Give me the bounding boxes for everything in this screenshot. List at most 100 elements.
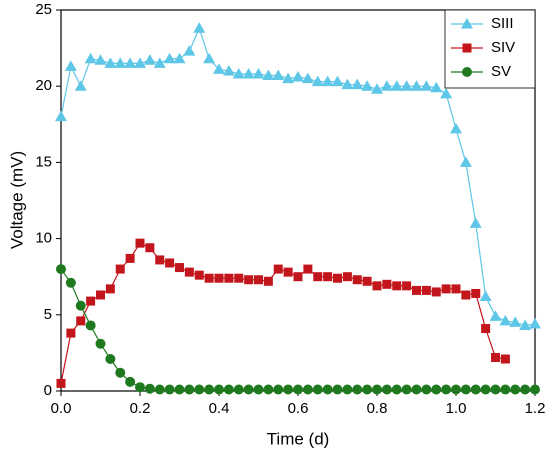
data-point bbox=[431, 384, 442, 395]
data-point bbox=[332, 384, 343, 395]
data-point bbox=[450, 122, 462, 134]
data-point bbox=[243, 384, 254, 395]
data-point bbox=[174, 384, 185, 395]
data-point bbox=[530, 384, 540, 395]
data-point bbox=[293, 384, 303, 395]
data-point bbox=[460, 384, 471, 395]
data-point bbox=[164, 384, 175, 395]
data-point bbox=[145, 243, 155, 253]
data-point bbox=[104, 57, 117, 68]
y-tick-label: 25 bbox=[35, 1, 52, 18]
series-line bbox=[60, 242, 506, 384]
data-point bbox=[203, 52, 216, 64]
data-point bbox=[489, 310, 502, 321]
x-tick-label: 1.0 bbox=[446, 400, 467, 417]
data-point bbox=[153, 57, 166, 68]
data-point bbox=[273, 384, 284, 395]
y-tick-label: 15 bbox=[35, 153, 52, 170]
data-point bbox=[401, 384, 412, 395]
data-point bbox=[213, 63, 225, 74]
data-point bbox=[234, 273, 244, 283]
data-point bbox=[64, 60, 77, 71]
data-point bbox=[74, 80, 87, 91]
legend-marker bbox=[461, 18, 473, 29]
data-point bbox=[372, 384, 382, 395]
data-point bbox=[351, 78, 364, 90]
data-point bbox=[223, 384, 234, 395]
legend-label: SIV bbox=[491, 39, 515, 56]
data-point bbox=[135, 238, 145, 248]
data-point bbox=[272, 69, 285, 81]
data-point bbox=[323, 272, 333, 282]
data-point bbox=[262, 69, 275, 81]
data-point bbox=[154, 384, 165, 395]
data-point bbox=[431, 287, 441, 297]
data-point bbox=[352, 275, 362, 285]
data-point bbox=[479, 290, 492, 302]
data-point bbox=[214, 384, 224, 395]
data-point bbox=[302, 384, 313, 395]
data-point bbox=[461, 290, 471, 300]
legend-marker bbox=[462, 43, 472, 53]
data-point bbox=[529, 317, 541, 329]
data-point bbox=[469, 217, 482, 228]
data-point bbox=[471, 288, 481, 298]
data-point bbox=[333, 273, 342, 283]
data-point bbox=[520, 384, 531, 395]
data-point bbox=[114, 57, 127, 68]
data-point bbox=[470, 384, 481, 395]
x-tick-label: 0.6 bbox=[288, 400, 309, 417]
data-point bbox=[95, 338, 106, 349]
data-point bbox=[96, 290, 105, 300]
data-point bbox=[459, 156, 472, 167]
data-point bbox=[441, 384, 452, 395]
data-point bbox=[184, 267, 194, 277]
data-point bbox=[499, 314, 512, 326]
data-point bbox=[400, 80, 413, 91]
data-point bbox=[362, 276, 372, 286]
data-point bbox=[214, 273, 224, 283]
data-point bbox=[390, 80, 403, 91]
data-point bbox=[490, 384, 501, 395]
data-point bbox=[183, 45, 196, 56]
data-point bbox=[519, 319, 532, 330]
data-point bbox=[372, 281, 382, 291]
data-point bbox=[361, 80, 374, 91]
data-point bbox=[233, 384, 244, 395]
data-point bbox=[242, 68, 255, 79]
data-point bbox=[232, 68, 245, 79]
data-point bbox=[222, 64, 235, 76]
y-tick-label: 5 bbox=[44, 306, 52, 323]
data-point bbox=[352, 384, 363, 395]
data-point bbox=[86, 296, 96, 306]
data-point bbox=[155, 255, 165, 265]
data-point bbox=[293, 272, 303, 282]
data-point bbox=[321, 75, 334, 87]
data-point bbox=[342, 384, 353, 395]
data-point bbox=[84, 52, 97, 64]
data-point bbox=[341, 78, 354, 90]
data-point bbox=[420, 80, 433, 91]
data-point bbox=[115, 264, 125, 274]
data-point bbox=[55, 110, 67, 122]
data-point bbox=[430, 81, 443, 93]
data-point bbox=[254, 275, 263, 285]
data-point bbox=[509, 316, 522, 327]
data-point bbox=[184, 384, 195, 395]
data-point bbox=[244, 275, 254, 285]
data-point bbox=[135, 382, 145, 393]
data-point bbox=[311, 75, 324, 87]
data-point bbox=[125, 253, 135, 263]
x-tick-label: 0.4 bbox=[209, 400, 230, 417]
data-point bbox=[301, 72, 314, 84]
data-point bbox=[481, 324, 491, 334]
x-tick-label: 0.2 bbox=[130, 400, 151, 417]
legend-marker bbox=[462, 67, 472, 77]
data-point bbox=[451, 384, 461, 395]
data-point bbox=[322, 384, 333, 395]
series-line bbox=[60, 268, 535, 391]
data-point bbox=[224, 273, 234, 283]
data-point bbox=[440, 87, 453, 99]
data-point bbox=[362, 384, 373, 395]
data-point bbox=[380, 80, 393, 91]
